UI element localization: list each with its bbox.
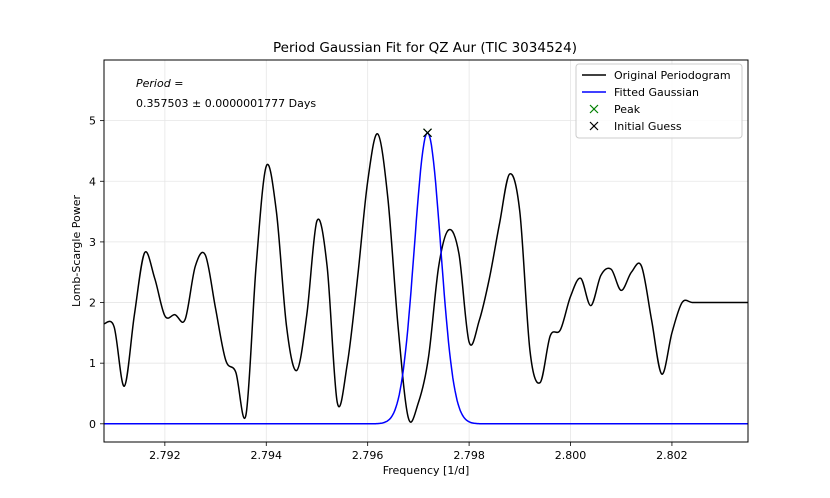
legend-label-gaussian: Fitted Gaussian bbox=[614, 86, 699, 99]
annotation: Period = 0.357503 ± 0.0000001777 Days bbox=[136, 77, 316, 110]
legend-box bbox=[575, 63, 743, 139]
initial-guess-marker bbox=[423, 128, 432, 138]
x-tick-label: 2.798 bbox=[453, 449, 485, 462]
y-tick-label: 3 bbox=[89, 236, 96, 249]
x-axis: 2.792 2.794 2.796 2.798 2.800 2.802 bbox=[149, 442, 688, 462]
legend: Original Periodogram Fitted Gaussian Pea… bbox=[575, 63, 743, 139]
x-tick-label: 2.792 bbox=[149, 449, 181, 462]
legend-marker-initial-guess bbox=[589, 121, 599, 131]
y-axis: 0 1 2 3 4 5 bbox=[89, 115, 104, 431]
plot-area bbox=[104, 128, 748, 425]
x-tick-label: 2.796 bbox=[352, 449, 384, 462]
y-tick-label: 1 bbox=[89, 357, 96, 370]
x-axis-label: Frequency [1/d] bbox=[383, 464, 470, 477]
y-tick-label: 4 bbox=[89, 175, 96, 188]
legend-label-original: Original Periodogram bbox=[614, 69, 731, 82]
y-tick-label: 5 bbox=[89, 115, 96, 128]
legend-marker-peak bbox=[589, 104, 599, 114]
x-tick-label: 2.800 bbox=[555, 449, 587, 462]
annotation-line1: Period = bbox=[136, 77, 183, 90]
x-tick-label: 2.794 bbox=[251, 449, 283, 462]
series-fitted-gaussian bbox=[104, 132, 748, 425]
series-original-periodogram bbox=[104, 133, 748, 423]
axes-frame bbox=[103, 59, 749, 443]
legend-label-peak: Peak bbox=[614, 103, 641, 116]
chart-title: Period Gaussian Fit for QZ Aur (TIC 3034… bbox=[273, 40, 577, 56]
legend-label-initial-guess: Initial Guess bbox=[614, 120, 682, 133]
y-tick-label: 0 bbox=[89, 418, 96, 431]
y-tick-label: 2 bbox=[89, 297, 96, 310]
x-tick-label: 2.802 bbox=[656, 449, 688, 462]
y-axis-label: Lomb-Scargle Power bbox=[70, 195, 83, 307]
annotation-line2: 0.357503 ± 0.0000001777 Days bbox=[136, 97, 316, 110]
